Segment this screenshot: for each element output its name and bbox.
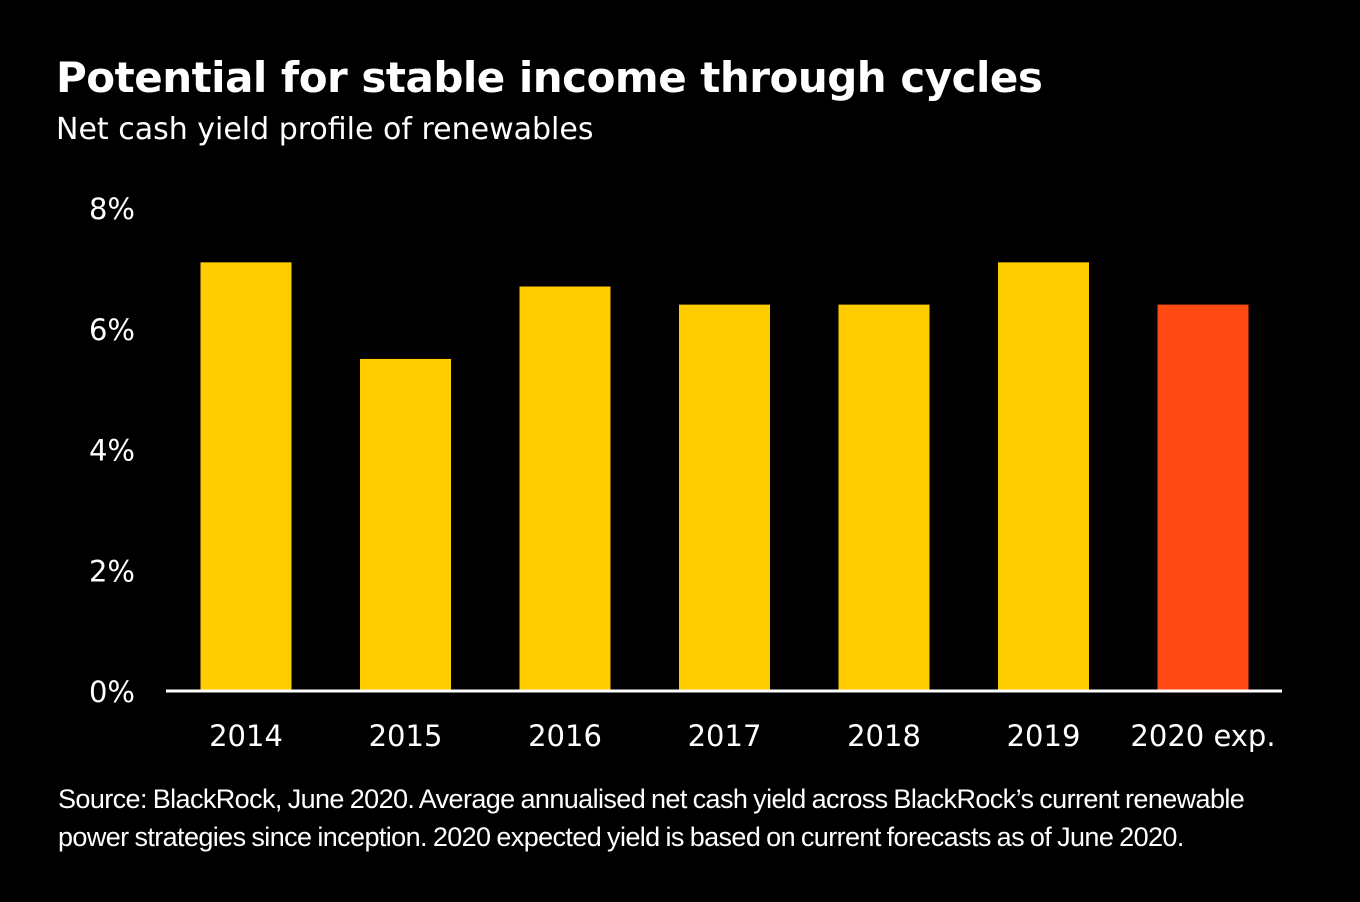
- x-tick-label: 2015: [369, 719, 443, 753]
- y-tick-label: 8%: [89, 192, 135, 226]
- source-note: Source: BlackRock, June 2020. Average an…: [58, 784, 1245, 852]
- x-tick-label: 2019: [1007, 719, 1081, 753]
- bar-group: [200, 262, 1249, 691]
- y-tick-label: 0%: [89, 675, 135, 709]
- x-tick-label: 2018: [847, 719, 921, 753]
- y-tick-label: 4%: [89, 434, 135, 468]
- bar-2016: [519, 286, 611, 691]
- x-tick-label: 2016: [528, 719, 602, 753]
- x-tick-label: 2020 exp.: [1130, 719, 1275, 753]
- x-tick-label: 2017: [688, 719, 762, 753]
- y-tick-label: 2%: [89, 554, 135, 588]
- chart-title: Potential for stable income through cycl…: [56, 53, 1043, 102]
- bar-2018: [838, 304, 930, 691]
- bar-2019: [998, 262, 1089, 691]
- chart-subtitle: Net cash yield profile of renewables: [56, 112, 594, 147]
- x-tick-label: 2014: [209, 719, 283, 753]
- bar-2015: [360, 358, 451, 691]
- x-axis-tick-labels: 2014 2015 2016 2017 2018 2019 2020 exp.: [209, 719, 1275, 753]
- bar-2014: [200, 262, 292, 691]
- bar-2017: [679, 304, 770, 691]
- y-axis-tick-labels: 0% 2% 4% 6% 8%: [89, 192, 135, 709]
- bar-2020-exp: [1157, 304, 1249, 691]
- y-tick-label: 6%: [89, 313, 135, 347]
